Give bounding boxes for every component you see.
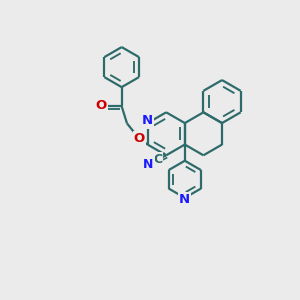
Text: O: O [96, 100, 107, 112]
Text: O: O [134, 132, 145, 145]
Text: O: O [96, 100, 107, 112]
Text: N: N [142, 115, 153, 128]
Text: N: N [179, 194, 190, 206]
Text: C: C [153, 153, 162, 166]
Text: N: N [143, 158, 154, 171]
Text: O: O [134, 132, 145, 145]
Text: N: N [142, 115, 153, 128]
